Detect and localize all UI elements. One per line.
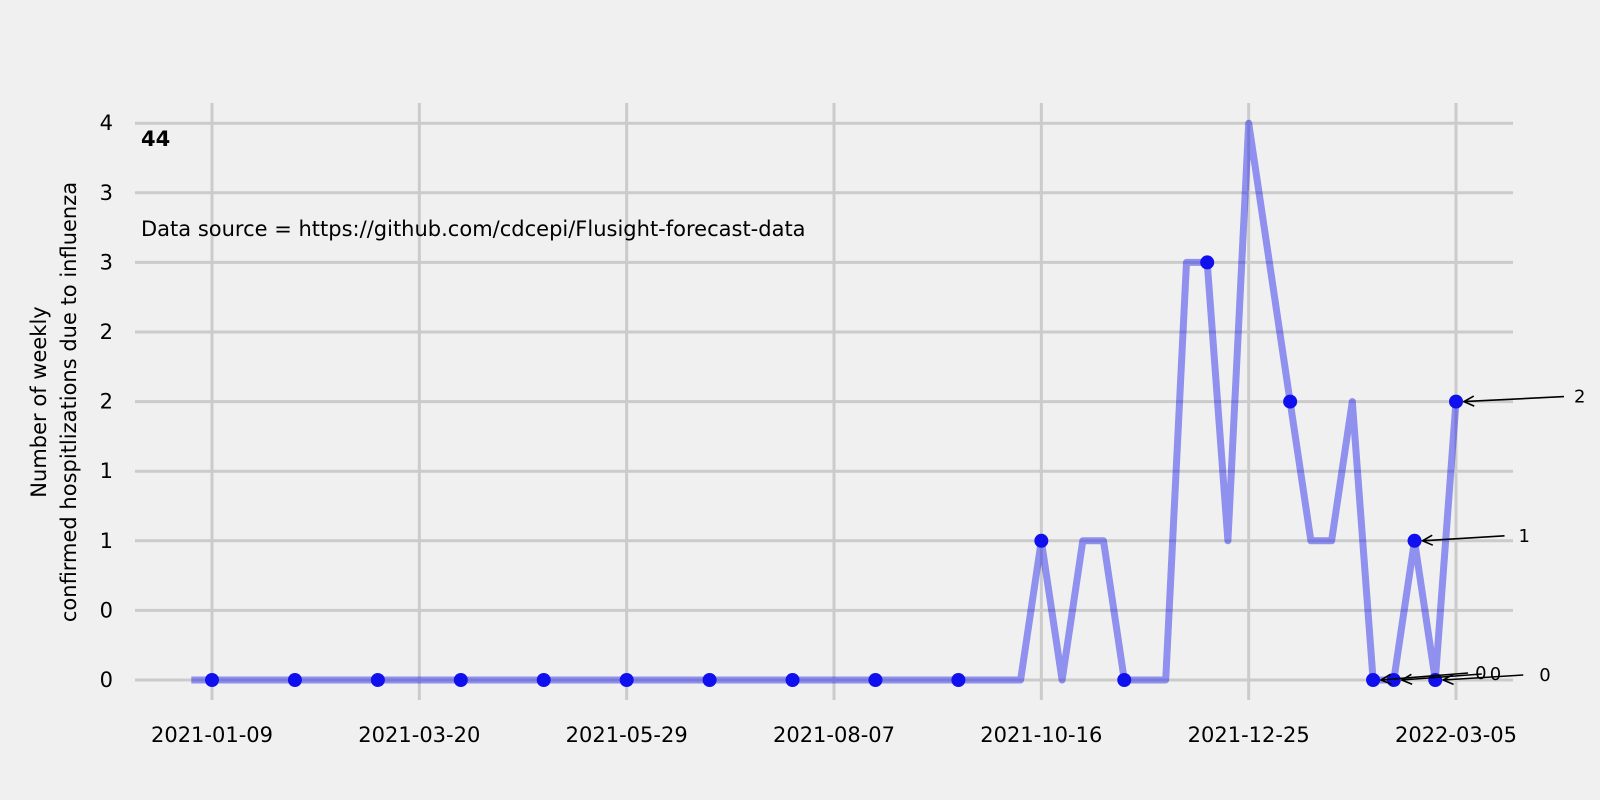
data-point [1117,673,1132,687]
y-tick-label: 3 [100,181,113,205]
y-axis-label-line1: Number of weekly [27,306,51,497]
annotation-arrow [1402,673,1482,680]
x-tick-label: 2021-05-29 [566,723,688,747]
y-axis-label-line2: confirmed hospitlizations due to influen… [57,182,81,622]
annotation-label: 0 [1490,664,1501,685]
series-lines [191,119,1460,684]
data-point [1034,533,1049,548]
annotation-arrow [1464,397,1565,402]
x-tick-label: 2021-01-09 [151,723,273,747]
x-tick-label: 2021-10-16 [980,723,1102,747]
data-point [1449,394,1463,409]
y-tick-label: 1 [100,459,113,483]
data-point [619,673,634,687]
data-point [951,673,966,687]
data-point [1366,673,1381,687]
annotation-label: 0 [1539,665,1550,686]
y-tick-label: 1 [100,529,113,553]
data-point [453,673,468,687]
y-tick-label: 2 [100,390,113,414]
data-points [205,255,1463,687]
data-source-note: Data source = https://github.com/cdcepi/… [141,217,806,241]
y-tick-label: 0 [100,668,113,692]
data-point [287,673,302,687]
x-tick-label: 2021-12-25 [1188,723,1310,747]
x-tick-label: 2021-08-07 [773,723,895,747]
panel-label: 44 [141,127,170,151]
x-axis-ticks: 2021-01-09 2021-03-20 2021-05-29 2021-08-07… [151,723,1517,747]
data-point [1407,533,1422,548]
annotation-arrow [1443,675,1524,680]
data-point [868,673,883,687]
data-point [536,673,551,687]
y-tick-label: 0 [100,598,113,622]
grid-lines [135,103,1513,700]
annotation-label: 0 [1475,663,1486,684]
data-point [785,673,800,687]
y-axis-ticks: 0 0 1 1 2 2 3 3 4 [100,111,113,692]
y-tick-label: 3 [100,250,113,274]
annotation-arrow [1423,536,1505,541]
x-tick-label: 2021-03-20 [358,723,480,747]
x-tick-label: 2022-03-05 [1395,723,1517,747]
data-point [1283,394,1298,409]
series-line [191,119,1460,684]
annotation-label: 2 [1574,387,1585,408]
annotation-arrow [1381,672,1469,680]
annotation-label: 1 [1519,526,1530,547]
y-tick-label: 4 [100,111,113,135]
data-point [205,673,219,687]
data-point [1200,255,1215,270]
data-point [702,673,717,687]
y-tick-label: 2 [100,320,113,344]
data-point [370,673,385,687]
